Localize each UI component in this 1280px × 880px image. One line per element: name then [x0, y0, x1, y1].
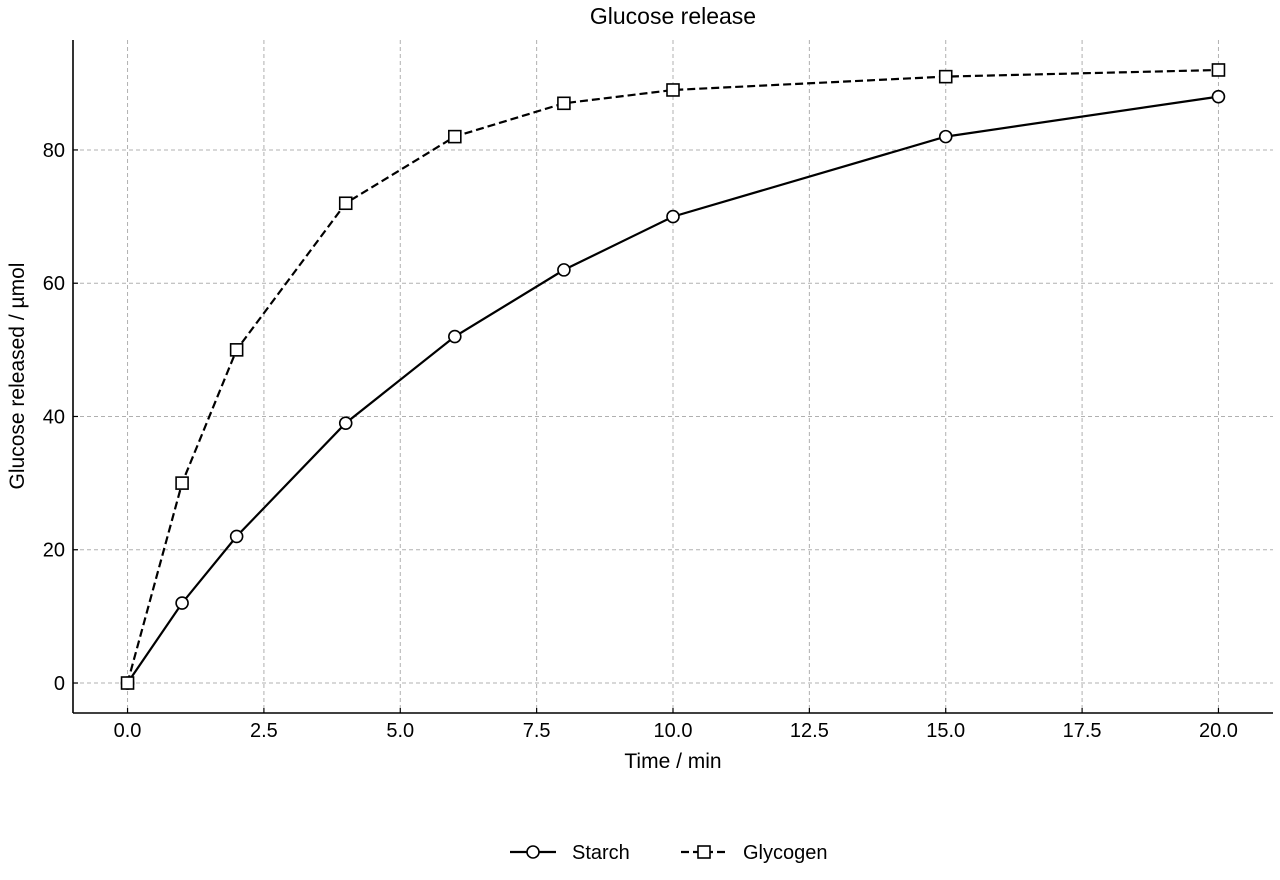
starch-point: [229, 529, 244, 544]
y-tick-label: 0: [54, 673, 65, 695]
y-tick-label: 20: [43, 540, 65, 562]
x-tick-label: 12.5: [790, 720, 829, 742]
x-axis-label: Time / min: [624, 750, 721, 773]
starch-point: [938, 129, 953, 144]
legend-item-starch: Starch: [510, 842, 630, 864]
y-tick-label: 60: [43, 273, 65, 295]
y-tick-label: 80: [43, 140, 65, 162]
glycogen-point: [175, 476, 189, 490]
glycogen-point: [120, 676, 135, 690]
glycogen-point: [338, 196, 353, 211]
legend-item-glycogen: Glycogen: [681, 842, 828, 864]
glycogen-point: [557, 96, 571, 111]
starch-point: [175, 596, 189, 610]
chart-title: Glucose release: [590, 3, 756, 29]
glycogen-point: [1211, 63, 1226, 77]
legend-swatch-marker: [697, 845, 711, 859]
glycogen-point: [448, 129, 462, 144]
legend-swatch-marker: [526, 845, 540, 859]
glycogen-point: [666, 83, 680, 97]
x-tick-label: 20.0: [1199, 720, 1238, 742]
x-tick-label: 10.0: [654, 720, 693, 742]
x-tick-label: 0.0: [114, 720, 142, 742]
glycogen-point: [229, 343, 244, 357]
starch-point: [557, 263, 571, 277]
glycogen-point: [938, 69, 953, 84]
legend: Starch Glycogen: [510, 842, 828, 864]
x-tick-label: 15.0: [926, 720, 965, 742]
grid-lines: [73, 40, 1273, 713]
x-tick-label: 5.0: [386, 720, 414, 742]
axis-ticks: 0.0 2.5 5.0 7.5 10.0 12.5 15.0 17.5 20.0 0 20 40 60 8…: [43, 140, 1238, 742]
starch-point: [338, 416, 353, 430]
x-tick-label: 2.5: [250, 720, 278, 742]
legend-label: Glycogen: [743, 842, 828, 864]
series-layer: [120, 63, 1226, 690]
starch-point: [448, 329, 462, 344]
series-glycogen: [120, 63, 1226, 690]
x-tick-label: 17.5: [1063, 720, 1102, 742]
y-tick-label: 40: [43, 406, 65, 428]
starch-point: [1211, 89, 1226, 104]
legend-label: Starch: [572, 842, 630, 864]
x-tick-label: 7.5: [523, 720, 551, 742]
starch-point: [666, 209, 680, 224]
y-axis-label: Glucose released / µmol: [6, 263, 29, 490]
